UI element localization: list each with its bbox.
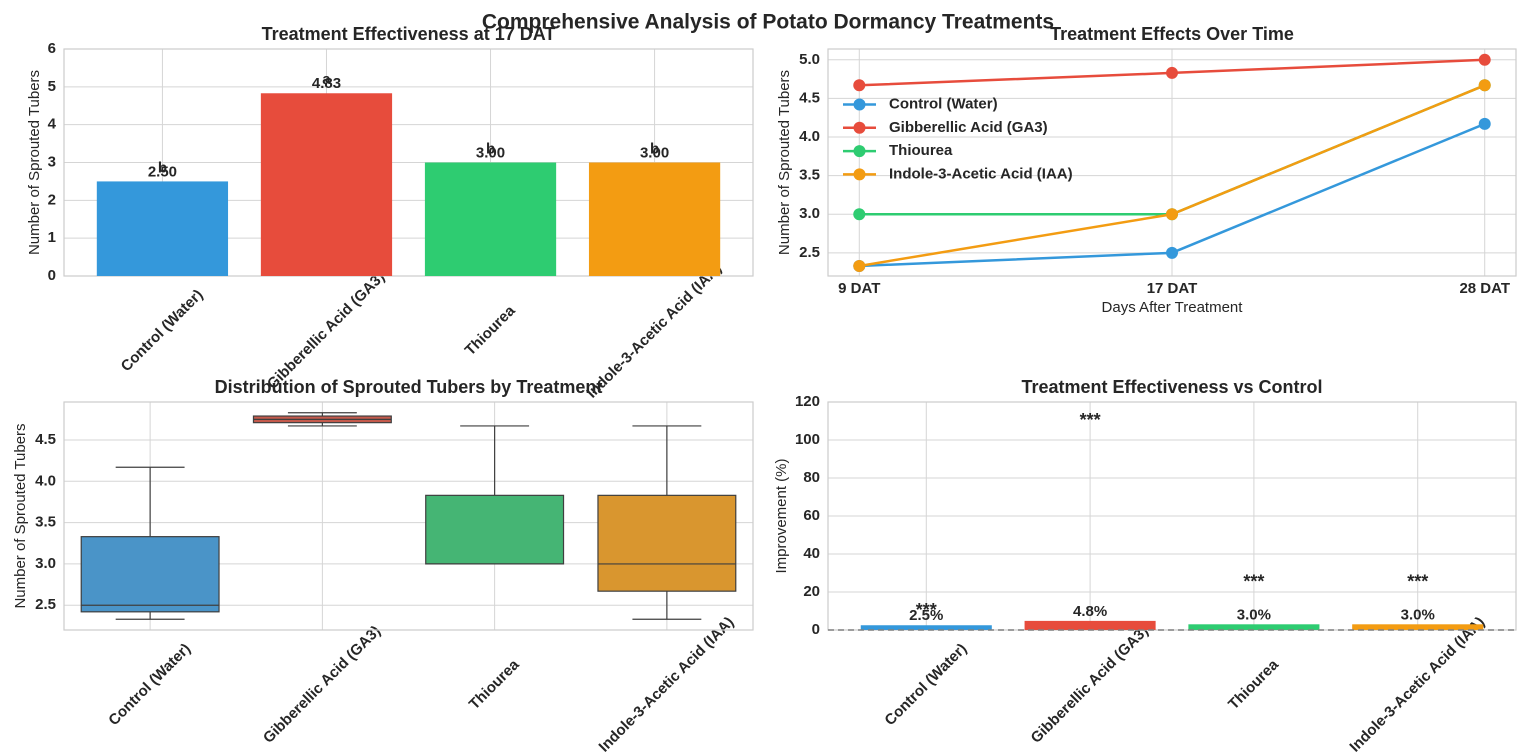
chart-title: Treatment Effectiveness at 17 DAT (262, 24, 556, 44)
data-point (1478, 53, 1491, 66)
chart-title: Distribution of Sprouted Tubers by Treat… (215, 377, 603, 397)
bar (1352, 624, 1484, 630)
y-tick-label: 120 (795, 393, 820, 410)
x-tick-label: Control (Water) (882, 640, 971, 729)
legend-marker (853, 145, 866, 158)
axes-frame (63, 401, 754, 631)
y-tick-label: 40 (803, 545, 820, 562)
box (597, 494, 737, 592)
y-tick-label: 4.5 (35, 431, 56, 448)
significance-letter: b (158, 159, 167, 176)
bar (588, 162, 721, 276)
y-axis-label: Number of Sprouted Tubers (12, 423, 29, 608)
y-tick-label: 2 (48, 191, 56, 208)
y-tick-label: 6 (48, 40, 56, 57)
legend-marker (853, 168, 866, 181)
data-point (1166, 246, 1178, 259)
axes-frame (827, 48, 1517, 277)
value-label: 2.5% (909, 607, 943, 624)
y-tick-label: 3 (48, 153, 56, 170)
significance-marker: *** (1080, 410, 1101, 430)
chart-title: Treatment Effects Over Time (1050, 24, 1294, 44)
y-tick-label: 80 (803, 469, 820, 486)
significance-marker: *** (916, 600, 937, 620)
y-tick-label: 4 (48, 116, 57, 133)
y-tick-label: 60 (803, 507, 820, 524)
x-tick-label: 28 DAT (1459, 280, 1510, 297)
legend-marker (853, 121, 866, 134)
x-tick-label: Indole-3-Acetic Acid (IAA) (583, 260, 725, 402)
x-tick-label: Gibberellic Acid (GA3) (264, 269, 388, 393)
y-tick-label: 0 (812, 621, 820, 638)
data-point (1478, 79, 1491, 92)
y-tick-label: 4.5 (799, 89, 820, 106)
y-tick-label: 2.5 (35, 596, 56, 613)
x-tick-label: 17 DAT (1147, 280, 1198, 297)
legend-label: Thiourea (889, 142, 953, 159)
x-tick-label: Indole-3-Acetic Acid (IAA) (596, 614, 738, 754)
data-point (853, 208, 866, 221)
bar (424, 162, 557, 276)
value-label: 2.50 (148, 163, 177, 180)
value-label: 3.00 (640, 144, 669, 161)
data-point (853, 79, 866, 92)
y-tick-label: 0 (48, 267, 56, 284)
value-label: 4.8% (1073, 603, 1107, 620)
significance-letter: a (322, 71, 331, 88)
axes-frame (63, 48, 754, 277)
bar (860, 625, 992, 630)
x-tick-label: Thiourea (462, 302, 519, 359)
y-tick-label: 3.5 (799, 167, 820, 184)
value-label: 3.0% (1237, 606, 1271, 623)
x-tick-label: Gibberellic Acid (GA3) (260, 623, 384, 747)
value-label: 4.83 (312, 75, 341, 92)
y-tick-label: 20 (803, 583, 820, 600)
bar (1188, 624, 1320, 630)
y-tick-label: 1 (48, 229, 56, 246)
data-point (1166, 208, 1178, 221)
y-tick-label: 5.0 (799, 51, 820, 68)
data-point (1166, 66, 1178, 79)
box (80, 536, 220, 613)
x-tick-label: 9 DAT (838, 280, 880, 297)
data-point (1478, 117, 1491, 130)
y-tick-label: 2.5 (799, 244, 820, 261)
y-axis-label: Number of Sprouted Tubers (26, 70, 43, 255)
significance-letter: b (486, 140, 495, 157)
x-tick-label: Control (Water) (105, 640, 194, 729)
legend-label: Indole-3-Acetic Acid (IAA) (889, 165, 1073, 182)
y-tick-label: 100 (795, 431, 820, 448)
data-point (853, 259, 866, 272)
legend-marker (853, 98, 866, 111)
x-tick-label: Gibberellic Acid (GA3) (1028, 623, 1152, 747)
x-tick-label: Indole-3-Acetic Acid (IAA) (1346, 614, 1488, 754)
significance-marker: *** (1243, 571, 1264, 591)
y-tick-label: 4.0 (799, 128, 820, 145)
y-tick-label: 5 (48, 78, 56, 95)
y-tick-label: 3.0 (35, 555, 56, 572)
legend-label: Gibberellic Acid (GA3) (889, 119, 1048, 136)
figure-title: Comprehensive Analysis of Potato Dormanc… (482, 11, 1054, 34)
y-tick-label: 4.0 (35, 472, 56, 489)
y-axis-label: Number of Sprouted Tubers (776, 70, 793, 255)
value-label: 3.0% (1401, 606, 1435, 623)
x-axis-label: Days After Treatment (1102, 299, 1244, 316)
y-tick-label: 3.5 (35, 514, 56, 531)
significance-marker: *** (1407, 571, 1428, 591)
bar (1024, 620, 1156, 630)
bar (260, 93, 393, 276)
significance-letter: b (650, 140, 659, 157)
y-tick-label: 3.0 (799, 205, 820, 222)
x-tick-label: Thiourea (1225, 656, 1282, 713)
chart-title: Treatment Effectiveness vs Control (1021, 377, 1322, 397)
box (425, 494, 565, 565)
y-axis-label: Improvement (%) (773, 458, 790, 573)
legend-label: Control (Water) (889, 95, 998, 112)
value-label: 3.00 (476, 144, 505, 161)
x-tick-label: Control (Water) (118, 286, 207, 375)
bar (96, 181, 229, 276)
x-tick-label: Thiourea (466, 656, 523, 713)
